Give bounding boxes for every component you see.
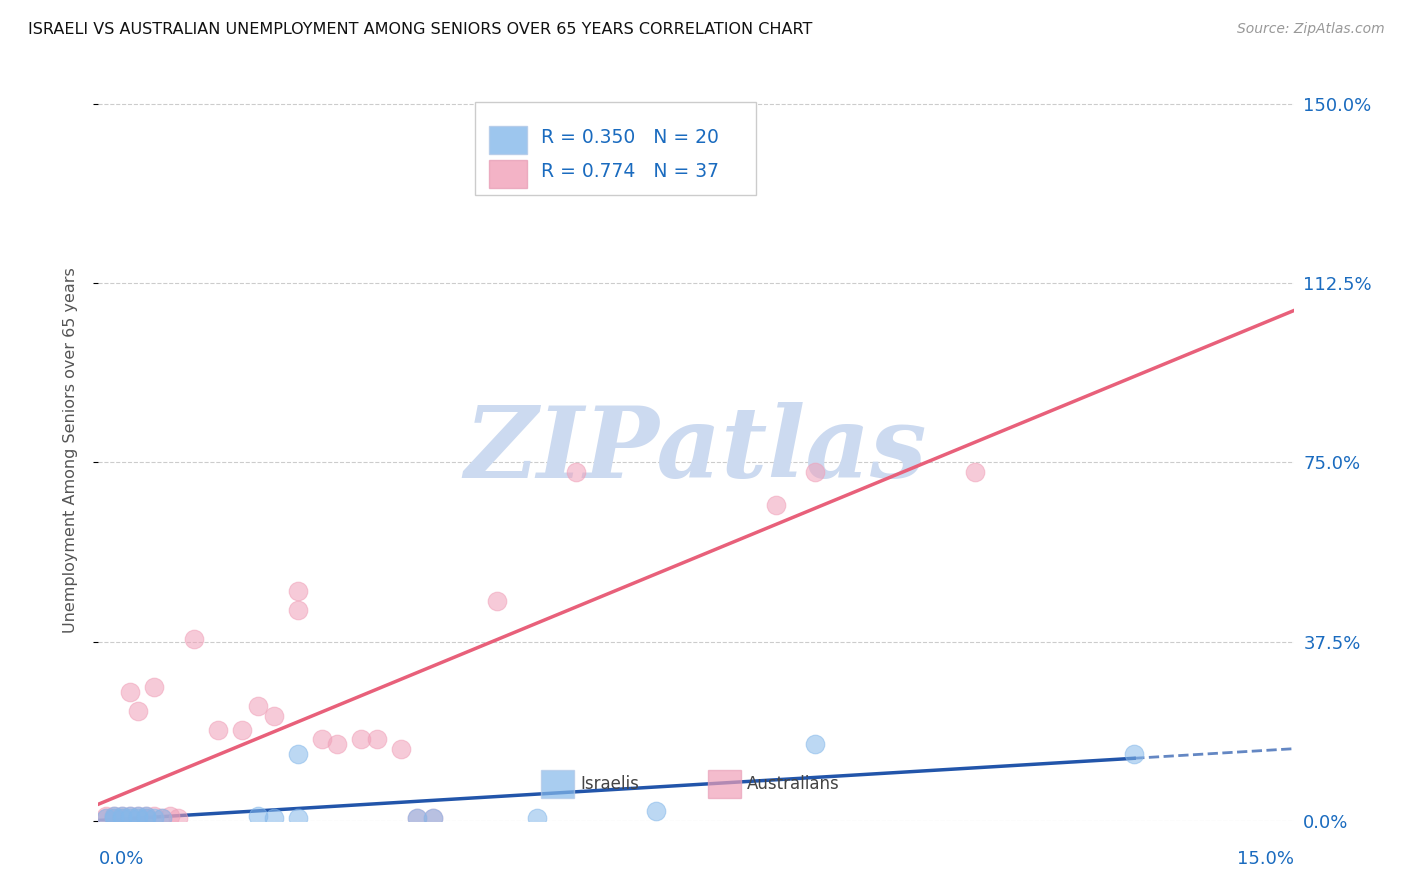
- Point: [96, 811, 118, 825]
- Point: [526, 811, 548, 825]
- Point: [96, 809, 118, 823]
- Point: [96, 811, 118, 825]
- Point: [135, 811, 157, 825]
- Point: [287, 811, 309, 825]
- Point: [120, 809, 142, 823]
- Point: [120, 684, 142, 698]
- Text: ZIPatlas: ZIPatlas: [465, 402, 927, 499]
- Point: [311, 732, 333, 747]
- Point: [1123, 747, 1146, 761]
- Point: [135, 809, 157, 823]
- Point: [127, 704, 149, 718]
- Point: [263, 811, 285, 825]
- Point: [103, 809, 125, 823]
- FancyBboxPatch shape: [475, 103, 756, 195]
- Point: [565, 465, 588, 479]
- Point: [143, 809, 166, 823]
- Point: [207, 723, 229, 737]
- Point: [111, 811, 134, 825]
- Point: [135, 809, 157, 823]
- Point: [127, 811, 149, 825]
- FancyBboxPatch shape: [709, 771, 741, 798]
- Text: ISRAELI VS AUSTRALIAN UNEMPLOYMENT AMONG SENIORS OVER 65 YEARS CORRELATION CHART: ISRAELI VS AUSTRALIAN UNEMPLOYMENT AMONG…: [28, 22, 813, 37]
- Point: [111, 811, 134, 825]
- Point: [389, 742, 412, 756]
- Point: [183, 632, 205, 647]
- Point: [326, 737, 349, 751]
- Point: [150, 811, 173, 825]
- Text: R = 0.774   N = 37: R = 0.774 N = 37: [541, 162, 718, 181]
- Point: [366, 732, 388, 747]
- Point: [287, 584, 309, 599]
- Point: [159, 809, 181, 823]
- Point: [103, 811, 125, 825]
- Point: [150, 811, 173, 825]
- Text: 15.0%: 15.0%: [1236, 850, 1294, 868]
- Text: 0.0%: 0.0%: [98, 850, 143, 868]
- Text: R = 0.350   N = 20: R = 0.350 N = 20: [541, 128, 718, 147]
- Point: [167, 811, 190, 825]
- Point: [765, 499, 787, 513]
- Point: [406, 811, 429, 825]
- FancyBboxPatch shape: [489, 160, 527, 188]
- Point: [804, 737, 827, 751]
- Point: [804, 465, 827, 479]
- Point: [485, 594, 508, 608]
- Point: [406, 811, 429, 825]
- Point: [127, 809, 149, 823]
- Point: [111, 809, 134, 823]
- FancyBboxPatch shape: [541, 771, 574, 798]
- Point: [111, 809, 134, 823]
- Point: [127, 809, 149, 823]
- Text: Source: ZipAtlas.com: Source: ZipAtlas.com: [1237, 22, 1385, 37]
- Point: [246, 809, 269, 823]
- Point: [350, 732, 373, 747]
- Point: [143, 811, 166, 825]
- Y-axis label: Unemployment Among Seniors over 65 years: Unemployment Among Seniors over 65 years: [63, 268, 77, 633]
- Point: [963, 465, 986, 479]
- Point: [120, 811, 142, 825]
- Point: [120, 809, 142, 823]
- Point: [263, 708, 285, 723]
- Point: [103, 809, 125, 823]
- Point: [645, 804, 668, 818]
- Text: Israelis: Israelis: [581, 775, 638, 793]
- Point: [287, 747, 309, 761]
- Point: [287, 603, 309, 617]
- Point: [143, 680, 166, 694]
- Point: [246, 698, 269, 713]
- Point: [422, 811, 444, 825]
- FancyBboxPatch shape: [489, 126, 527, 154]
- Point: [231, 723, 253, 737]
- Point: [422, 811, 444, 825]
- Text: Australians: Australians: [748, 775, 841, 793]
- Point: [103, 811, 125, 825]
- Point: [135, 811, 157, 825]
